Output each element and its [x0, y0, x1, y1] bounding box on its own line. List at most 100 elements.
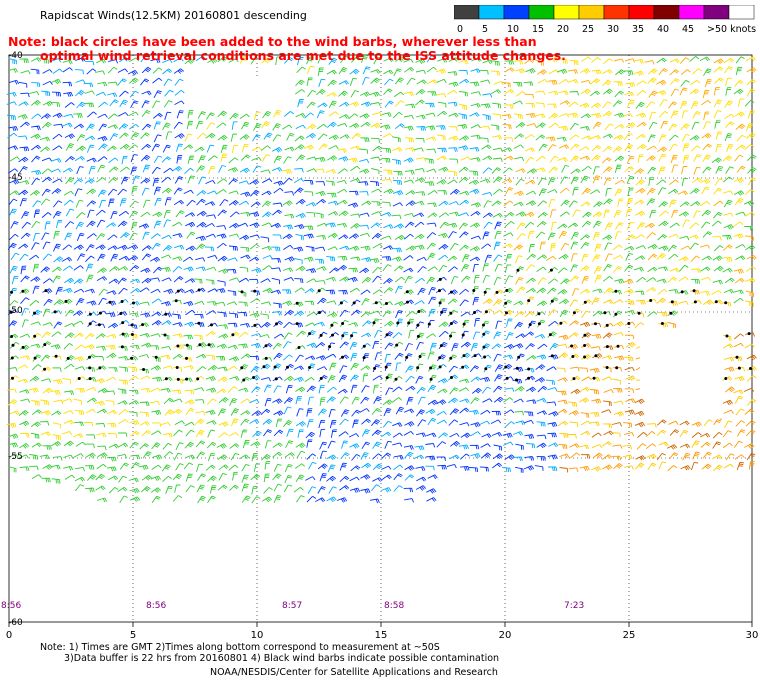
colorbar-label: 0	[457, 24, 463, 35]
wind-barb	[306, 439, 313, 448]
wind-barb	[744, 211, 755, 217]
colorbar-label: 20	[557, 24, 569, 35]
wind-barb	[305, 322, 316, 327]
wind-barb	[526, 253, 537, 261]
wind-barb	[593, 266, 602, 274]
wind-barb	[658, 441, 669, 447]
wind-barb	[297, 429, 304, 438]
wind-barb	[196, 463, 203, 473]
wind-barb	[149, 256, 161, 263]
wind-barb	[524, 434, 535, 440]
wind-barb	[241, 143, 249, 153]
wind-barb	[97, 113, 108, 119]
wind-barb	[712, 211, 723, 219]
wind-barb	[667, 322, 676, 329]
wind-barb	[591, 466, 602, 472]
wind-barb	[19, 333, 31, 338]
wind-barb	[524, 221, 535, 229]
wind-barb	[392, 202, 403, 207]
wind-barb	[734, 376, 745, 382]
wind-barb	[439, 221, 449, 229]
wind-barb	[206, 112, 215, 120]
wind-barb	[414, 221, 425, 228]
wind-barb	[273, 463, 282, 472]
contamination-circle	[330, 323, 334, 327]
wind-barb	[415, 58, 426, 65]
contamination-circle	[297, 346, 301, 349]
wind-barb	[392, 397, 403, 403]
wind-barb	[524, 465, 535, 471]
wind-barb	[128, 144, 139, 151]
wind-barb	[659, 111, 669, 118]
wind-barb	[216, 388, 227, 394]
colorbar-swatch	[528, 5, 555, 20]
contamination-circle	[583, 344, 587, 347]
wind-barb	[382, 178, 393, 184]
wind-barb	[503, 441, 514, 446]
wind-barb	[393, 455, 404, 460]
wind-barb	[614, 231, 622, 240]
wind-barb	[568, 78, 579, 84]
wind-barb	[580, 454, 591, 459]
wind-barb	[18, 81, 28, 88]
wind-barb	[646, 187, 656, 195]
wind-barb	[447, 101, 458, 107]
wind-barb	[164, 111, 172, 120]
wind-barb	[98, 143, 108, 151]
wind-barb	[671, 164, 679, 173]
contamination-circle	[231, 333, 235, 337]
lon-label-0: 0	[5, 630, 13, 641]
wind-barb	[350, 353, 358, 362]
wind-barb	[403, 445, 414, 450]
wind-barb	[19, 166, 28, 174]
wind-barb	[480, 103, 491, 109]
wind-barb	[493, 241, 501, 250]
wind-barb	[349, 101, 360, 107]
wind-barb	[633, 59, 644, 64]
wind-barb	[404, 465, 415, 471]
wind-barb	[590, 134, 601, 140]
wind-barb	[603, 88, 613, 95]
contamination-circle	[273, 365, 277, 369]
wind-barb	[614, 155, 625, 162]
wind-barb	[416, 387, 426, 394]
footer-credit: NOAA/NESDIS/Center for Satellite Applica…	[210, 667, 498, 678]
wind-barb	[185, 245, 196, 252]
wind-barb	[174, 89, 185, 96]
wind-barb	[679, 443, 690, 449]
wind-barb	[17, 378, 29, 384]
wind-barb	[86, 157, 97, 163]
wind-barb	[481, 386, 492, 394]
wind-barb	[581, 220, 592, 228]
wind-barb	[161, 234, 172, 240]
wind-barb	[281, 289, 292, 294]
wind-barb	[305, 431, 316, 439]
wind-barb	[339, 475, 350, 483]
wind-barb	[416, 341, 424, 350]
wind-barb	[748, 461, 755, 470]
wind-barb	[658, 266, 668, 272]
wind-barb	[383, 88, 393, 96]
wind-barb	[272, 209, 282, 216]
wind-barb	[184, 421, 195, 427]
wind-barb	[568, 410, 580, 416]
wind-barb	[151, 143, 161, 152]
wind-barb	[612, 444, 623, 449]
wind-barb	[109, 99, 119, 107]
wind-barb	[240, 154, 251, 161]
wind-barb	[744, 343, 755, 349]
contamination-circle	[197, 288, 201, 292]
wind-barb	[131, 186, 138, 195]
wind-barb	[580, 79, 591, 85]
wind-barb	[185, 473, 193, 482]
wind-barb	[646, 232, 656, 239]
wind-barb	[359, 267, 370, 274]
wind-barb	[548, 122, 559, 129]
wind-barb	[625, 122, 636, 128]
wind-barb	[271, 277, 281, 285]
wind-barb	[8, 126, 19, 132]
wind-barb	[118, 210, 130, 217]
wind-barb	[130, 154, 138, 163]
wind-barb	[381, 256, 392, 261]
wind-barb	[536, 287, 547, 294]
